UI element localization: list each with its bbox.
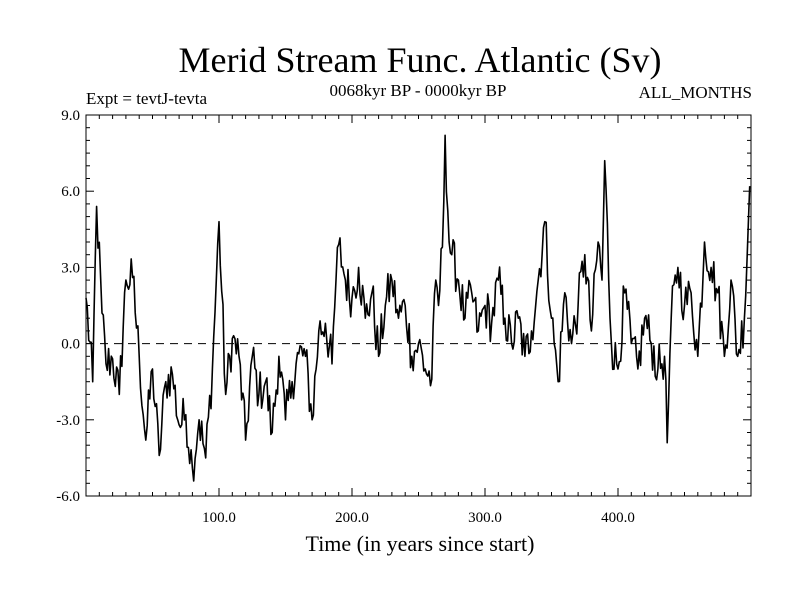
x-axis-label: Time (in years since start) (306, 531, 535, 556)
x-tick-label: 400.0 (601, 510, 635, 526)
months-label: ALL_MONTHS (639, 83, 752, 102)
y-tick-label: -6.0 (56, 489, 80, 505)
y-tick-label: 9.0 (61, 108, 80, 124)
y-tick-label: 3.0 (61, 260, 80, 276)
chart-title: Merid Stream Func. Atlantic (Sv) (179, 40, 662, 80)
x-tick-label: 300.0 (468, 510, 502, 526)
x-tick-label: 200.0 (335, 510, 369, 526)
period-label: 0068kyr BP - 0000kyr BP (330, 81, 507, 100)
experiment-label: Expt = tevtJ-tevta (86, 89, 207, 108)
series-line (85, 134, 751, 482)
y-tick-label: -3.0 (56, 413, 80, 429)
y-tick-label: 6.0 (61, 184, 80, 200)
y-tick-label: 0.0 (61, 337, 80, 353)
plot-frame (85, 114, 752, 497)
x-tick-label: 100.0 (202, 510, 236, 526)
